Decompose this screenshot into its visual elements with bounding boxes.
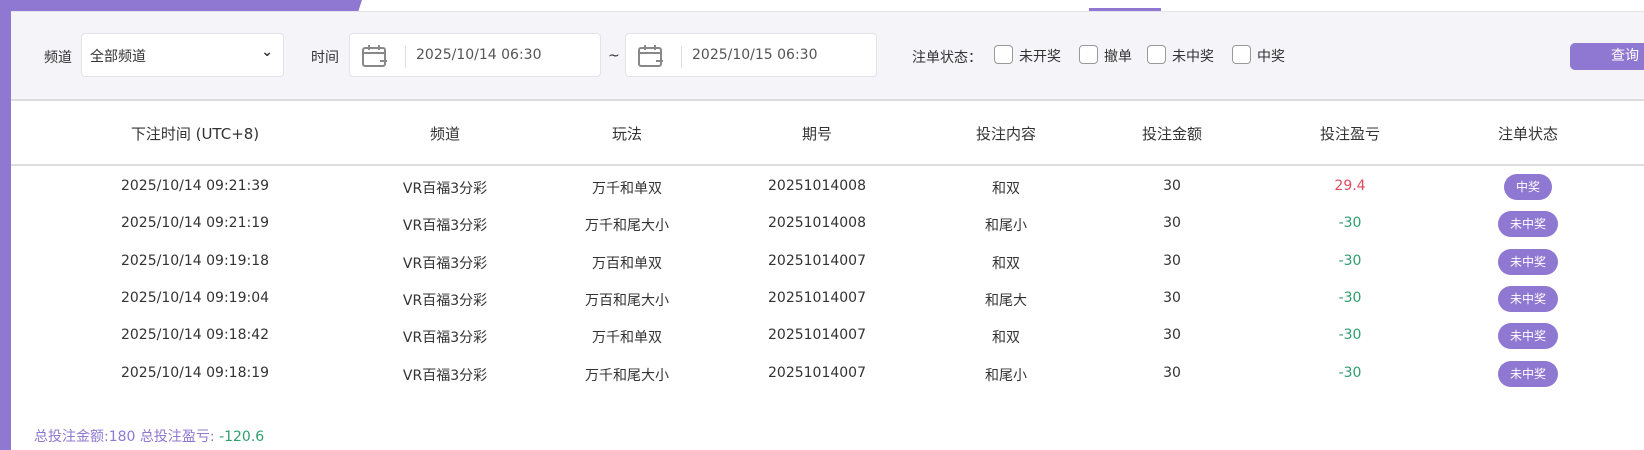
end-date-value: 2025/10/15 06:30 [692, 47, 818, 63]
col-content-cell: 和尾大 [985, 292, 1027, 309]
checkbox-lost[interactable] [1147, 45, 1166, 64]
calendar-icon [638, 45, 663, 67]
table-row: 2025/10/14 09:18:42 VR百福3分彩 万千和单双 202510140… [11, 317, 1644, 354]
col-play-cell: 万千和单双 [592, 330, 662, 347]
table-row: 2025/10/14 09:21:39 VR百福3分彩 万千和单双 202510140… [11, 168, 1644, 205]
col-amount-cell: 30 [1163, 364, 1181, 381]
col-time-cell: 2025/10/14 09:19:18 [120, 252, 270, 269]
col-time-cell: 2025/10/14 09:19:04 [120, 289, 270, 306]
active-tab-indicator [1089, 8, 1161, 11]
col-content-cell: 和尾小 [985, 367, 1027, 384]
col-time-cell: 2025/10/14 09:18:19 [120, 364, 270, 381]
status-badge: 未中奖 [1497, 323, 1559, 350]
col-period-cell: 20251014007 [768, 364, 866, 381]
col-content-cell: 和双 [992, 255, 1020, 272]
channel-label: 频道 [44, 50, 72, 66]
table-header: 下注时间 (UTC+8) 频道 玩法 期号 投注内容 投注金额 投注盈亏 注单状态 [11, 101, 1644, 166]
start-date-input[interactable]: 2025/10/14 06:30 [349, 33, 601, 77]
header-col-amount: 投注金额 [1141, 125, 1203, 143]
calendar-icon [362, 45, 387, 67]
col-amount-cell: 30 [1163, 252, 1181, 269]
col-profit-cell: -30 [1338, 327, 1362, 344]
total-profit: -120.6 [219, 429, 265, 445]
col-channel-cell: VR百福3分彩 [402, 255, 488, 272]
col-period-cell: 20251014007 [768, 252, 866, 269]
table-row: 2025/10/14 09:19:18 VR百福3分彩 万百和单双 202510140… [11, 243, 1644, 280]
col-profit-cell: -30 [1338, 289, 1362, 306]
col-amount-cell: 30 [1163, 178, 1181, 194]
col-play-cell: 万千和单双 [592, 181, 662, 197]
chevron-down-icon: ⌄ [261, 44, 273, 60]
col-play-cell: 万百和单双 [592, 255, 662, 272]
col-channel-cell: VR百福3分彩 [402, 181, 488, 197]
header-col-channel: 频道 [429, 125, 461, 143]
header-col-play: 玩法 [611, 125, 643, 143]
status-badge: 未中奖 [1497, 248, 1559, 275]
table-row: 2025/10/14 09:21:19 VR百福3分彩 万千和尾大小 20251014… [11, 205, 1644, 242]
col-period-cell: 20251014008 [768, 215, 866, 232]
header-col-period: 期号 [801, 125, 833, 143]
checkbox-cancelled[interactable] [1079, 45, 1098, 64]
divider [681, 46, 682, 68]
col-channel-cell: VR百福3分彩 [402, 330, 488, 347]
checkbox-label: 撤单 [1104, 49, 1132, 65]
col-amount-cell: 30 [1163, 327, 1181, 344]
col-content-cell: 和尾小 [985, 218, 1027, 235]
col-period-cell: 20251014008 [768, 178, 866, 194]
col-channel-cell: VR百福3分彩 [402, 218, 488, 235]
col-amount-cell: 30 [1163, 289, 1181, 306]
col-content-cell: 和双 [992, 330, 1020, 347]
summary: 总投注金额:180 总投注盈亏: -120.6 [34, 426, 264, 446]
checkbox-pending[interactable] [994, 45, 1013, 64]
channel-select[interactable]: 全部频道 ⌄ [81, 33, 284, 77]
col-time-cell: 2025/10/14 09:21:39 [120, 178, 270, 194]
col-channel-cell: VR百福3分彩 [402, 292, 488, 309]
status-badge: 中奖 [1503, 174, 1553, 200]
end-date-input[interactable]: 2025/10/15 06:30 [625, 33, 877, 77]
col-play-cell: 万百和尾大小 [585, 292, 669, 309]
range-separator: ~ [608, 48, 620, 64]
query-button[interactable]: 查询 [1570, 43, 1644, 70]
header-col-time: 下注时间 (UTC+8) [130, 125, 260, 143]
col-time-cell: 2025/10/14 09:21:19 [120, 215, 270, 232]
summary-text: 总投注金额:180 总投注盈亏: [34, 429, 220, 445]
checkbox-label: 中奖 [1257, 49, 1285, 65]
status-badge: 未中奖 [1497, 360, 1559, 387]
filter-bar: 频道 全部频道 ⌄ 时间 2025/10/14 06:30 ~ 2025/10/1… [11, 11, 1644, 101]
col-profit-cell: -30 [1338, 252, 1362, 269]
col-play-cell: 万千和尾大小 [585, 218, 669, 235]
status-badge: 未中奖 [1497, 285, 1559, 312]
checkbox-label: 未中奖 [1172, 49, 1214, 65]
start-date-value: 2025/10/14 06:30 [416, 47, 542, 63]
col-profit-cell: -30 [1338, 364, 1362, 381]
col-period-cell: 20251014007 [768, 327, 866, 344]
top-tab-accent [0, 0, 362, 11]
col-time-cell: 2025/10/14 09:18:42 [120, 327, 270, 344]
checkbox-won[interactable] [1232, 45, 1251, 64]
col-amount-cell: 30 [1163, 215, 1181, 232]
left-accent-bar [0, 0, 11, 450]
col-profit-cell: 29.4 [1334, 178, 1366, 194]
col-play-cell: 万千和尾大小 [585, 367, 669, 384]
divider [405, 46, 406, 68]
status-label: 注单状态： [912, 50, 982, 66]
status-badge: 未中奖 [1497, 211, 1559, 238]
checkbox-label: 未开奖 [1019, 49, 1061, 65]
col-channel-cell: VR百福3分彩 [402, 367, 488, 384]
header-col-status: 注单状态 [1497, 125, 1559, 143]
col-period-cell: 20251014007 [768, 289, 866, 306]
col-profit-cell: -30 [1338, 215, 1362, 232]
header-col-profit: 投注盈亏 [1319, 125, 1381, 143]
channel-value: 全部频道 [90, 49, 146, 65]
col-content-cell: 和双 [992, 181, 1020, 197]
header-col-content: 投注内容 [975, 125, 1037, 143]
table-row: 2025/10/14 09:19:04 VR百福3分彩 万百和尾大小 20251014… [11, 280, 1644, 317]
table-row: 2025/10/14 09:18:19 VR百福3分彩 万千和尾大小 20251014… [11, 355, 1644, 392]
time-label: 时间 [311, 50, 339, 66]
